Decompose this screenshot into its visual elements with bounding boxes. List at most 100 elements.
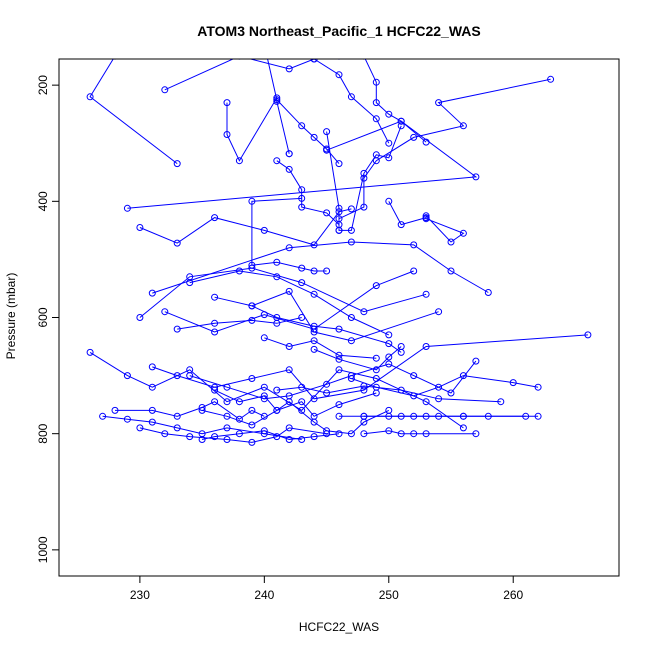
data-point bbox=[99, 412, 107, 420]
data-point bbox=[310, 290, 318, 298]
data-point bbox=[385, 360, 393, 368]
plot-area bbox=[86, 59, 592, 446]
data-point bbox=[298, 122, 306, 130]
data-point bbox=[310, 59, 318, 63]
series-14 bbox=[148, 238, 492, 297]
data-point bbox=[534, 412, 542, 420]
data-point bbox=[347, 205, 355, 213]
series-line bbox=[201, 430, 340, 441]
series-33 bbox=[173, 314, 306, 333]
data-point bbox=[310, 345, 318, 353]
data-point bbox=[223, 398, 231, 406]
data-point bbox=[173, 424, 181, 432]
data-point bbox=[459, 122, 467, 130]
data-point bbox=[235, 267, 243, 275]
chart-title: ATOM3 Northeast_Pacific_1 HCFC22_WAS bbox=[197, 23, 480, 39]
data-point bbox=[198, 404, 206, 411]
data-point bbox=[285, 244, 293, 252]
data-point bbox=[148, 383, 156, 391]
data-point bbox=[410, 267, 418, 275]
series-line bbox=[363, 430, 476, 435]
series-13 bbox=[385, 197, 467, 246]
data-point bbox=[223, 424, 231, 432]
data-point bbox=[435, 99, 443, 107]
data-point bbox=[211, 214, 219, 222]
data-point bbox=[248, 197, 256, 205]
y-tick-label: 1000 bbox=[36, 536, 50, 563]
data-point bbox=[248, 264, 256, 272]
series-4 bbox=[267, 59, 343, 168]
data-point bbox=[435, 395, 443, 403]
series-36 bbox=[310, 343, 405, 374]
data-point bbox=[86, 93, 94, 101]
data-point bbox=[410, 430, 418, 438]
data-point bbox=[360, 308, 368, 316]
data-point bbox=[360, 203, 368, 211]
data-point bbox=[385, 197, 393, 205]
data-point bbox=[136, 424, 144, 432]
data-point bbox=[472, 173, 480, 181]
data-point bbox=[136, 224, 144, 231]
data-point bbox=[173, 325, 181, 333]
data-point bbox=[497, 398, 505, 406]
data-point bbox=[298, 314, 306, 321]
data-point bbox=[347, 314, 355, 321]
data-point bbox=[298, 436, 306, 443]
data-point bbox=[173, 160, 181, 168]
series-25 bbox=[99, 412, 306, 443]
data-point bbox=[347, 93, 355, 101]
series-8 bbox=[310, 59, 393, 147]
x-tick-label: 260 bbox=[503, 588, 523, 602]
data-point bbox=[360, 386, 368, 394]
data-point bbox=[310, 337, 318, 345]
data-point bbox=[372, 157, 380, 165]
data-point bbox=[310, 395, 318, 403]
data-point bbox=[472, 357, 480, 365]
data-point bbox=[285, 65, 293, 73]
data-point bbox=[459, 412, 467, 420]
data-point bbox=[547, 75, 555, 83]
data-point bbox=[360, 174, 368, 182]
y-tick-label: 400 bbox=[36, 191, 50, 211]
series-15 bbox=[186, 267, 393, 339]
data-point bbox=[435, 383, 443, 391]
data-point bbox=[335, 366, 343, 374]
data-point bbox=[211, 398, 219, 406]
data-point bbox=[447, 389, 455, 397]
series-line bbox=[326, 125, 402, 231]
data-point bbox=[472, 430, 480, 438]
data-point bbox=[223, 436, 231, 443]
data-point bbox=[285, 287, 293, 295]
series-line bbox=[313, 59, 390, 144]
y-tick-label: 800 bbox=[36, 423, 50, 443]
data-point bbox=[410, 241, 418, 249]
data-point bbox=[273, 273, 281, 281]
data-point bbox=[447, 238, 455, 246]
x-tick-label: 250 bbox=[379, 588, 399, 602]
data-point bbox=[335, 401, 343, 409]
data-point bbox=[211, 328, 219, 336]
data-point bbox=[385, 340, 393, 348]
data-point bbox=[173, 412, 181, 420]
data-point bbox=[235, 398, 243, 406]
series-line bbox=[276, 385, 501, 403]
data-point bbox=[335, 204, 343, 212]
data-point bbox=[186, 372, 194, 380]
data-point bbox=[410, 372, 418, 380]
data-point bbox=[397, 343, 405, 350]
data-point bbox=[223, 383, 231, 391]
data-point bbox=[335, 325, 343, 333]
data-point bbox=[260, 383, 268, 391]
series-line bbox=[214, 290, 439, 342]
data-point bbox=[410, 392, 418, 400]
data-point bbox=[422, 212, 430, 220]
data-point bbox=[397, 117, 405, 125]
data-point bbox=[385, 110, 393, 118]
data-point bbox=[385, 353, 393, 361]
data-point bbox=[273, 157, 281, 165]
series-line bbox=[351, 375, 539, 397]
data-point bbox=[298, 186, 306, 194]
series-line bbox=[313, 346, 402, 371]
series-12 bbox=[273, 157, 343, 234]
